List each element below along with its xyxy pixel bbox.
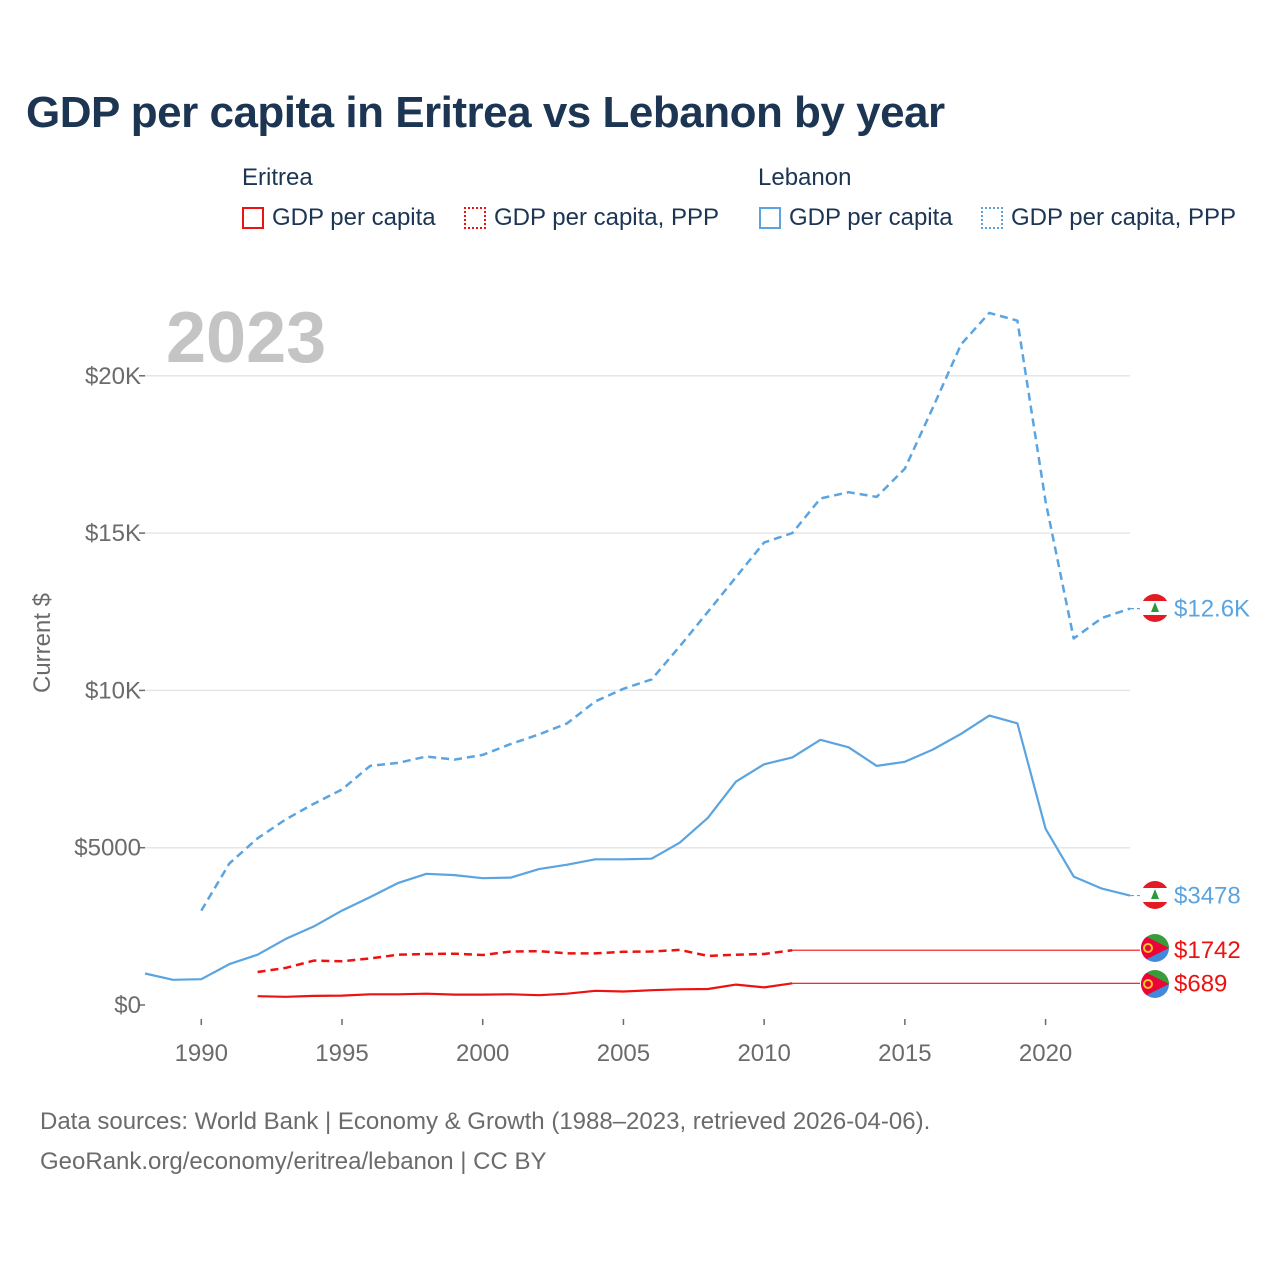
legend-swatch-solid-blue <box>759 207 781 229</box>
legend-lebanon-gdp[interactable]: GDP per capita <box>759 204 953 232</box>
series-line-1 <box>144 714 1131 981</box>
series-line-0 <box>200 311 1131 912</box>
series-line-3 <box>257 982 793 998</box>
footer-attribution: GeoRank.org/economy/eritrea/lebanon | CC… <box>40 1148 547 1175</box>
series-end-label-0: $12.6K <box>1174 596 1250 623</box>
end-labels: $12.6K $3478 $1742 $689 <box>1174 596 1250 998</box>
legend-eritrea-ppp[interactable]: GDP per capita, PPP <box>464 204 719 232</box>
x-tick-label: 2010 <box>737 1040 790 1067</box>
legend-swatch-dotted-red <box>464 207 486 229</box>
grid-lines <box>145 375 1130 849</box>
year-watermark: 2023 <box>166 298 326 378</box>
series-line-2 <box>257 948 793 974</box>
x-axis-ticks: 1990 1995 2000 2005 2010 2015 2020 <box>175 1019 1072 1067</box>
lebanon-flag-icon <box>1141 881 1169 909</box>
footer-sources: Data sources: World Bank | Economy & Gro… <box>40 1108 931 1135</box>
chart-title: GDP per capita in Eritrea vs Lebanon by … <box>26 88 945 137</box>
legend-eritrea-gdp[interactable]: GDP per capita <box>242 204 436 232</box>
lebanon-flag-icon <box>1141 594 1169 622</box>
x-tick-label: 2005 <box>597 1040 650 1067</box>
legend-eritrea-title: Eritrea <box>242 164 313 191</box>
eritrea-flag-icon <box>1141 970 1169 998</box>
series-layer <box>144 311 1140 998</box>
y-tick-label: $20K <box>85 363 141 390</box>
legend-eritrea-ppp-label: GDP per capita, PPP <box>494 204 719 231</box>
y-axis-label: Current $ <box>29 593 56 693</box>
y-tick-label: $0 <box>114 992 141 1019</box>
legend-lebanon-ppp[interactable]: GDP per capita, PPP <box>981 204 1236 232</box>
series-end-label-1: $3478 <box>1174 883 1241 910</box>
y-tick-label: $10K <box>85 677 141 704</box>
x-tick-label: 2015 <box>878 1040 931 1067</box>
x-tick-label: 2020 <box>1019 1040 1072 1067</box>
x-tick-label: 1995 <box>315 1040 368 1067</box>
y-axis-ticks: $0 $5000 $10K $15K $20K <box>74 363 145 1019</box>
x-tick-label: 1990 <box>175 1040 228 1067</box>
legend-lebanon-ppp-label: GDP per capita, PPP <box>1011 204 1236 231</box>
legend-eritrea-gdp-label: GDP per capita <box>272 204 436 231</box>
y-tick-label: $15K <box>85 520 141 547</box>
end-flags <box>1141 594 1169 998</box>
x-tick-label: 2000 <box>456 1040 509 1067</box>
legend-lebanon-gdp-label: GDP per capita <box>789 204 953 231</box>
legend-lebanon-title: Lebanon <box>758 164 852 191</box>
series-end-label-3: $689 <box>1174 970 1227 997</box>
y-tick-label: $5000 <box>74 835 141 862</box>
legend-swatch-dotted-blue <box>981 207 1003 229</box>
eritrea-flag-icon <box>1141 934 1169 962</box>
legend-swatch-solid-red <box>242 207 264 229</box>
series-end-label-2: $1742 <box>1174 937 1241 964</box>
